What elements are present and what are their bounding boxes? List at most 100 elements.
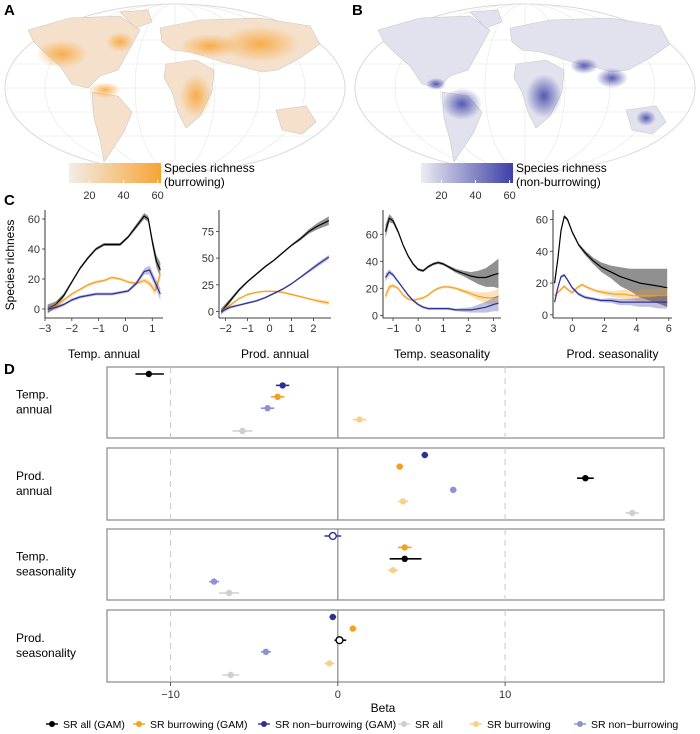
facet-label: Temp. xyxy=(16,388,49,402)
legend-item: SR burrowing xyxy=(470,719,551,731)
legend-item: SR burrowing (GAM) xyxy=(133,719,247,731)
x-tick-label: 1 xyxy=(440,323,446,335)
legend-label: SR non−burrowing xyxy=(591,719,678,731)
y-tick-label: 20 xyxy=(366,283,378,295)
y-tick-label: 25 xyxy=(202,280,214,292)
x-tick-label: 0 xyxy=(335,689,341,701)
facet-label: Temp. xyxy=(16,550,49,564)
y-tick-label: 40 xyxy=(28,244,40,256)
series-line-orange xyxy=(384,285,499,301)
landmass-south-america xyxy=(91,91,133,163)
x-tick-label: 2 xyxy=(465,323,471,335)
landmass-greenland xyxy=(119,9,153,29)
y-tick-label: 0 xyxy=(542,310,548,322)
x-axis-label: Prod. annual xyxy=(241,347,309,361)
colorbar-burrowing-tick-label: 60 xyxy=(151,190,163,202)
coefficient-point-orange_light xyxy=(389,567,397,574)
facet-label: Prod. xyxy=(16,469,45,483)
facet-4: Prod.seasonality xyxy=(16,609,665,683)
x-tick-label: −1 xyxy=(241,323,254,335)
coefficient-point-grey_light xyxy=(629,509,636,517)
landmass-australia xyxy=(275,105,317,135)
curve-chart-3: −1 0 1 2 3 0 20 40 60 Temp. seasonality xyxy=(366,210,501,361)
x-tick-label: 0 xyxy=(415,323,421,335)
y-tick-label: 40 xyxy=(366,256,378,268)
map-burrowing xyxy=(4,3,346,173)
series-line-black xyxy=(47,215,161,310)
colorbar-non-burrowing-title-2: (non-burrowing) xyxy=(516,175,601,189)
panel-a-letter: A xyxy=(4,2,15,19)
colorbar-non-burrowing-tick-label: 20 xyxy=(435,190,447,202)
x-tick-label: 1 xyxy=(149,323,155,335)
coefficient-point-orange xyxy=(396,463,403,470)
facet-label: annual xyxy=(16,403,52,417)
series-line-navy xyxy=(220,256,330,313)
coefficient-point-black xyxy=(145,370,153,378)
y-tick-label: 0 xyxy=(372,310,378,322)
x-tick-label: −3 xyxy=(39,323,52,335)
coefficient-point-orange_light xyxy=(356,416,363,423)
facet-frame xyxy=(106,528,665,601)
colorbar-non-burrowing-tick-label: 40 xyxy=(469,190,481,202)
y-tick-label: 60 xyxy=(536,215,548,227)
legend-item: SR non−burrowing xyxy=(574,719,678,731)
y-tick-label: 75 xyxy=(202,226,214,238)
x-tick-label: −1 xyxy=(92,323,105,335)
coefficient-point-grey_light xyxy=(227,671,234,679)
coefficient-point-blue_light xyxy=(210,578,218,585)
landmass-north-america xyxy=(377,15,491,89)
facet-1: Temp.annual xyxy=(16,366,665,439)
coefficient-point-grey_light xyxy=(239,427,246,435)
legend-label: SR non−burrowing (GAM) xyxy=(275,719,396,731)
colorbar-burrowing-title-2: (burrowing) xyxy=(164,175,225,189)
coefficient-point-black xyxy=(582,475,589,482)
facet-label: seasonality xyxy=(16,646,76,660)
x-tick-label: 6 xyxy=(666,323,672,335)
coefficient-point-orange xyxy=(274,393,281,400)
beta-xlabel: Beta xyxy=(371,701,396,715)
facet-3: Temp.seasonality xyxy=(16,528,665,601)
confidence-band-orange xyxy=(221,290,329,314)
coefficient-point-black xyxy=(335,636,344,645)
coefficient-point-blue_light xyxy=(264,405,271,412)
x-tick-label: 2 xyxy=(310,323,316,335)
series-line-orange xyxy=(220,290,329,313)
legend-item: SR all xyxy=(398,719,443,731)
coefficient-point-navy xyxy=(329,613,337,621)
panel-b-letter: B xyxy=(352,2,363,19)
colorbar-burrowing-tick-label: 40 xyxy=(117,190,129,202)
coefficient-point-orange xyxy=(401,544,408,551)
coefficient-point-orange xyxy=(349,625,357,632)
facet-label: annual xyxy=(16,484,52,498)
series-line-navy xyxy=(385,271,499,311)
y-tick-label: 60 xyxy=(366,229,378,241)
coefficient-point-orange_light xyxy=(399,498,407,505)
x-tick-label: 10 xyxy=(499,689,511,701)
legend-item: SR all (GAM) xyxy=(46,719,125,731)
colorbar-burrowing: 20 40 60 Species richness (burrowing) xyxy=(69,161,255,202)
legend: SR all (GAM) SR burrowing (GAM) SR non−bur… xyxy=(46,719,678,731)
facet-label: Prod. xyxy=(16,631,45,645)
x-tick-label: 0 xyxy=(266,323,272,335)
facet-label: seasonality xyxy=(16,565,76,579)
series-line-orange xyxy=(554,284,668,297)
x-axis-label: Prod. seasonality xyxy=(566,347,658,361)
curve-chart-2: −2 −1 0 1 2 0 25 50 75 Prod. annual xyxy=(202,210,331,361)
coefficient-point-navy xyxy=(421,451,429,459)
coefficient-point-navy xyxy=(328,531,337,541)
x-tick-label: −2 xyxy=(66,323,79,335)
x-tick-label: 1 xyxy=(288,323,294,335)
colorbar-non-burrowing-title-1: Species richness xyxy=(516,161,607,175)
coefficient-point-orange_light xyxy=(326,660,333,667)
map-non-burrowing xyxy=(354,3,696,173)
legend-marker-grey_light xyxy=(401,721,407,727)
x-tick-label: −1 xyxy=(387,323,400,335)
confidence-band-navy xyxy=(221,254,329,314)
series-line-orange xyxy=(47,274,161,310)
confidence-band-orange xyxy=(385,283,499,305)
y-tick-label: 0 xyxy=(208,307,214,319)
series-line-black xyxy=(554,215,668,289)
